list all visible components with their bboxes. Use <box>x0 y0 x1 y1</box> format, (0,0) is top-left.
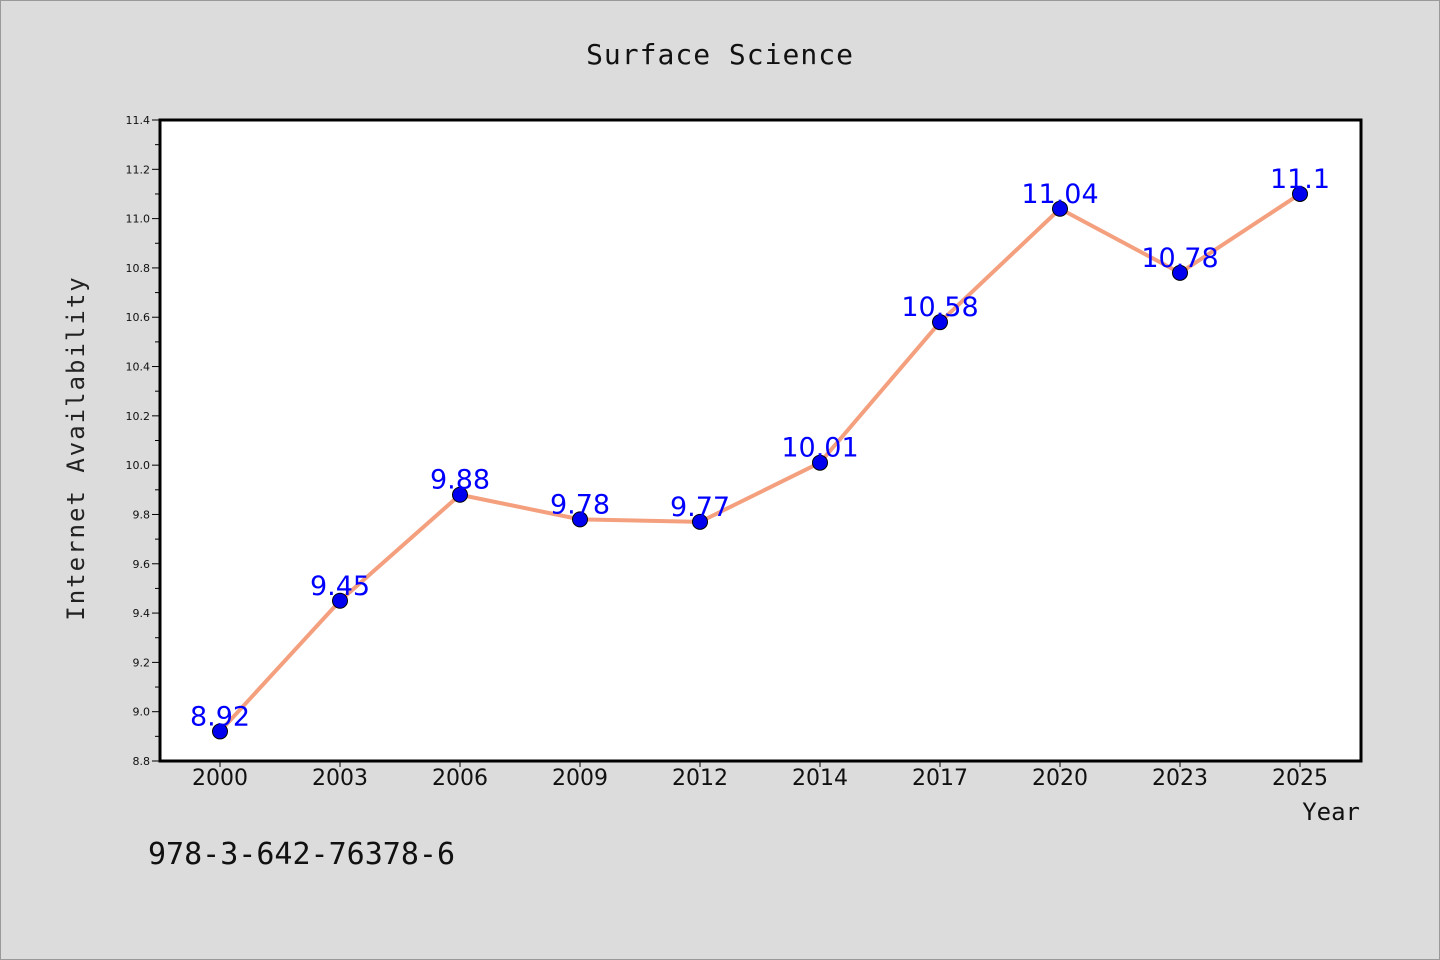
data-point <box>572 511 588 528</box>
data-label: 9.45 <box>310 571 370 602</box>
data-label: 10.58 <box>901 292 978 323</box>
data-label: 10.78 <box>1141 243 1218 274</box>
data-point <box>212 723 228 740</box>
data-point <box>812 454 828 471</box>
data-label-group: 8.92 9.45 9.88 9.78 9.77 10.01 10.58 11.04 10.78… <box>190 164 1330 732</box>
y-tick-label: 10.0 <box>126 459 151 472</box>
x-axis: 2000 2003 2006 2009 2012 2014 2017 2020 2023 2025 <box>192 761 1328 791</box>
data-label: 9.88 <box>430 465 490 496</box>
data-point <box>1292 185 1308 202</box>
data-point <box>692 513 708 530</box>
x-tick-label: 2014 <box>792 766 848 791</box>
y-tick-label: 9.6 <box>133 558 151 571</box>
x-tick-label: 2012 <box>672 766 728 791</box>
data-label: 8.92 <box>190 701 250 732</box>
data-point <box>1172 264 1188 281</box>
x-tick-label: 2000 <box>192 766 248 791</box>
y-axis: 8.8 9.0 9.2 9.4 9.6 9.8 10.0 10.2 10.4 10.6 10.8 11… <box>126 114 160 768</box>
series-line-group <box>218 191 1302 734</box>
data-label: 11.04 <box>1021 179 1098 210</box>
data-label: 9.78 <box>550 489 610 520</box>
y-tick-label: 9.2 <box>133 656 151 669</box>
x-tick-label: 2009 <box>552 766 608 791</box>
y-axis-label: Internet Availability <box>62 275 90 620</box>
y-tick-label: 10.8 <box>126 262 151 275</box>
x-tick-label: 2017 <box>912 766 968 791</box>
y-tick-label: 9.4 <box>133 607 151 620</box>
y-tick-label: 9.0 <box>133 706 151 719</box>
y-tick-label: 10.2 <box>126 410 151 423</box>
x-tick-label: 2006 <box>432 766 488 791</box>
x-tick-label: 2003 <box>312 766 368 791</box>
data-label: 10.01 <box>781 433 858 464</box>
plot-area <box>158 118 1363 763</box>
y-tick-label: 11.2 <box>126 163 151 176</box>
data-point <box>332 592 348 609</box>
data-label: 9.77 <box>670 492 730 523</box>
data-point <box>932 314 948 331</box>
x-tick-label: 2020 <box>1032 766 1088 791</box>
data-point <box>1052 200 1068 217</box>
series-line <box>218 191 1302 734</box>
x-axis-label: Year <box>1302 798 1360 826</box>
y-tick-label: 10.4 <box>126 361 151 374</box>
x-tick-label: 2025 <box>1272 766 1328 791</box>
x-tick-label: 2023 <box>1152 766 1208 791</box>
data-label: 11.1 <box>1270 164 1330 195</box>
footer-isbn: 978-3-642-76378-6 <box>148 837 455 872</box>
y-tick-label: 8.8 <box>133 755 151 768</box>
data-point <box>452 486 468 503</box>
y-tick-label: 9.8 <box>133 508 151 521</box>
y-tick-label: 11.0 <box>126 213 151 226</box>
y-tick-label: 10.6 <box>126 311 151 324</box>
y-tick-label: 11.4 <box>126 114 151 127</box>
chart-title: Surface Science <box>586 38 854 71</box>
marker-group <box>212 185 1308 740</box>
